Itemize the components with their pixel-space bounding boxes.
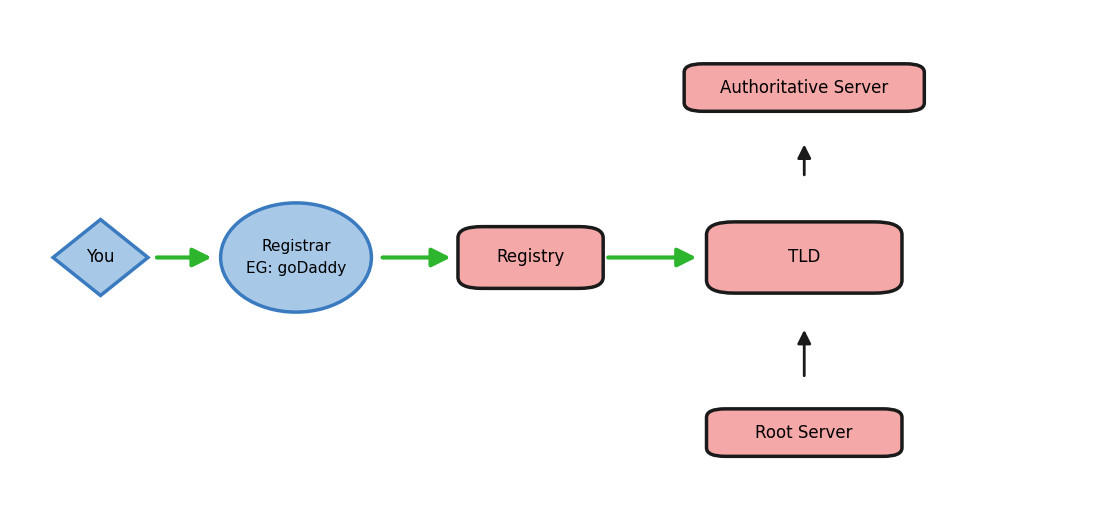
Text: You: You	[86, 249, 115, 266]
FancyBboxPatch shape	[458, 227, 603, 288]
Text: Authoritative Server: Authoritative Server	[720, 79, 888, 96]
FancyBboxPatch shape	[706, 409, 901, 456]
Text: Registrar
EG: goDaddy: Registrar EG: goDaddy	[246, 239, 346, 276]
Text: TLD: TLD	[789, 249, 820, 266]
Text: Root Server: Root Server	[755, 424, 853, 441]
Text: Registry: Registry	[496, 249, 565, 266]
Ellipse shape	[220, 203, 372, 312]
Polygon shape	[52, 219, 147, 296]
FancyBboxPatch shape	[684, 64, 924, 111]
FancyBboxPatch shape	[706, 222, 901, 293]
